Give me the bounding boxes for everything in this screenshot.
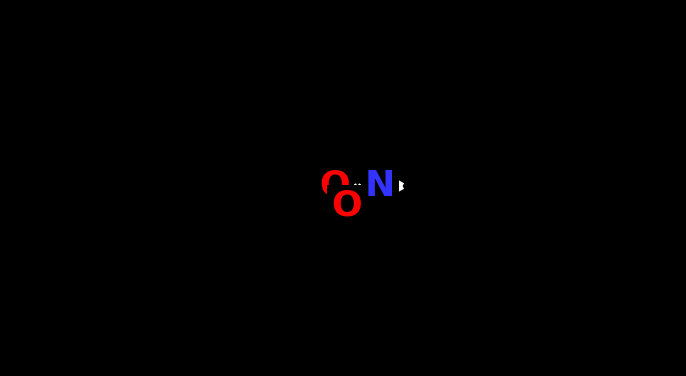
Text: N: N	[365, 169, 395, 203]
Text: O: O	[331, 188, 362, 223]
Text: O: O	[320, 169, 351, 203]
